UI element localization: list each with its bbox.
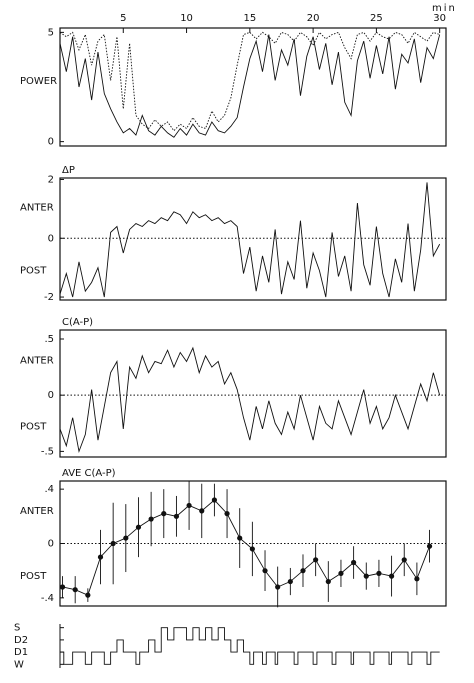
point [173, 513, 180, 519]
plot-frame [59, 27, 447, 147]
y-tick-label: D2 [14, 635, 28, 646]
y-tick-label: -2 [44, 292, 54, 303]
y-tick-label: 0 [48, 539, 54, 550]
panel-title: C(A-P) [62, 317, 93, 328]
y-side-label: POST [20, 422, 47, 433]
panel-title: AVE C(A-P) [62, 468, 116, 479]
y-tick-label: 0 [48, 233, 54, 244]
point [224, 511, 230, 517]
point [161, 511, 167, 517]
trace [59, 34, 441, 138]
trace [62, 499, 430, 596]
trace [59, 346, 441, 454]
y-tick-label: -.4 [41, 593, 54, 604]
point [199, 508, 205, 514]
point [237, 535, 243, 541]
x-tick-label: 10 [180, 13, 193, 24]
plot-frame [59, 177, 447, 301]
x-tick-label: 15 [243, 13, 256, 24]
point [72, 587, 78, 593]
point [388, 573, 395, 579]
x-tick-label: 20 [307, 13, 320, 24]
point [351, 559, 357, 566]
point [401, 557, 407, 563]
point [59, 584, 66, 590]
point [414, 576, 420, 582]
y-tick-label: W [14, 659, 24, 670]
point [363, 573, 369, 579]
y-tick-label: .5 [44, 334, 54, 345]
point [123, 535, 129, 541]
y-tick-label: 2 [48, 174, 54, 185]
x-tick-label: 25 [370, 13, 383, 24]
plot-frame [59, 329, 447, 458]
point [287, 578, 293, 585]
y-tick-label: 5 [48, 27, 54, 38]
x-tick-label: 5 [120, 13, 126, 24]
point [211, 497, 217, 503]
panel-title: ΔP [62, 165, 75, 176]
y-side-label: POST [20, 571, 47, 582]
point [262, 568, 268, 574]
y-tick-label: D1 [14, 647, 28, 658]
trace [59, 31, 440, 132]
point [249, 546, 255, 552]
x-tick-label: 30 [433, 13, 446, 24]
point [338, 570, 344, 576]
y-tick-label: S [14, 623, 20, 634]
y-side-label: ANTER [20, 506, 54, 517]
y-axis-label: POWER [20, 76, 57, 87]
y-side-label: ANTER [20, 202, 54, 213]
point [148, 516, 154, 522]
trace [60, 627, 440, 665]
trace [59, 182, 441, 298]
point [85, 592, 91, 598]
x-axis-label: min [432, 3, 457, 14]
point [313, 557, 319, 563]
point [376, 570, 382, 576]
point [186, 502, 192, 509]
y-tick-label: 0 [48, 137, 54, 148]
y-side-label: POST [20, 266, 47, 277]
y-tick-label: 0 [48, 390, 54, 401]
point [135, 524, 142, 530]
point [426, 543, 433, 549]
point [110, 540, 116, 547]
y-tick-label: .4 [44, 484, 54, 495]
point [275, 584, 281, 590]
y-side-label: ANTER [20, 355, 54, 366]
point [325, 578, 331, 585]
point [300, 568, 306, 574]
y-tick-label: -.5 [41, 446, 54, 457]
point [97, 554, 104, 560]
